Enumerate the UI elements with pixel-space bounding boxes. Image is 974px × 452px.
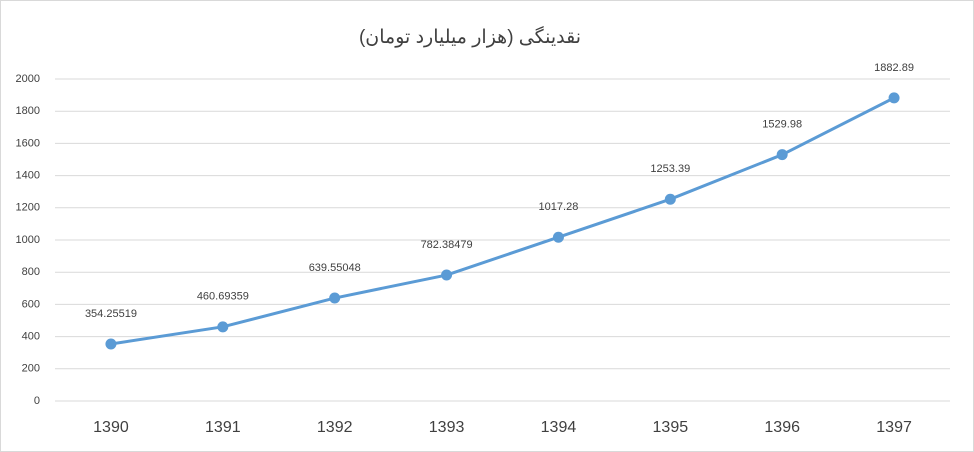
y-tick-label: 1600 xyxy=(16,137,40,149)
x-tick-label: 1390 xyxy=(93,419,129,436)
data-point xyxy=(217,321,229,333)
x-tick-label: 1391 xyxy=(205,419,241,436)
data-label: 460.69359 xyxy=(197,291,249,303)
x-tick-label: 1395 xyxy=(653,419,689,436)
y-tick-label: 0 xyxy=(34,395,40,407)
series-line xyxy=(110,96,895,346)
y-tick-label: 1400 xyxy=(16,170,40,182)
y-tick-label: 400 xyxy=(22,331,40,343)
data-label: 1882.89 xyxy=(874,62,914,74)
data-label: 782.38479 xyxy=(421,239,473,251)
x-tick-label: 1393 xyxy=(429,419,465,436)
x-tick-label: 1396 xyxy=(764,419,800,436)
data-label: 639.55048 xyxy=(309,262,361,274)
chart-title: نقدینگی (هزار میلیارد تومان) xyxy=(359,25,581,48)
x-tick-label: 1392 xyxy=(317,419,353,436)
y-tick-label: 200 xyxy=(22,363,40,375)
y-tick-label: 2000 xyxy=(16,73,40,85)
x-tick-label: 1397 xyxy=(876,419,912,436)
data-point xyxy=(552,231,564,243)
data-label: 1253.39 xyxy=(650,163,690,175)
data-point xyxy=(888,92,900,104)
data-point xyxy=(329,292,341,304)
data-point xyxy=(664,193,676,205)
data-point xyxy=(441,269,453,281)
x-tick-label: 1394 xyxy=(541,419,577,436)
data-point xyxy=(105,338,117,350)
y-tick-label: 1200 xyxy=(16,202,40,214)
data-label: 1017.28 xyxy=(539,201,579,213)
y-tick-label: 1000 xyxy=(16,234,40,246)
data-label: 354.25519 xyxy=(85,308,137,320)
data-point xyxy=(776,149,788,161)
y-tick-label: 800 xyxy=(22,266,40,278)
y-tick-label: 1800 xyxy=(16,105,40,117)
data-label: 1529.98 xyxy=(762,119,802,131)
y-tick-label: 600 xyxy=(22,298,40,310)
